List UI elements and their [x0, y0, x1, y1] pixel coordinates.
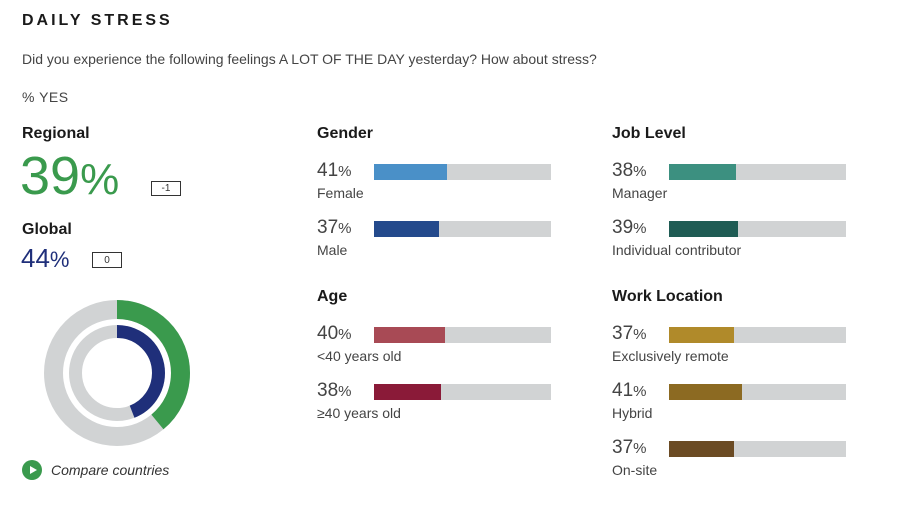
bar-category-label: Male [317, 242, 348, 258]
donut-chart [44, 300, 190, 446]
regional-ring-arc [44, 300, 190, 446]
bar-track [669, 441, 846, 457]
bar-row-job-1: 39% Individual contributor [612, 217, 852, 258]
group-title-gender: Gender [317, 125, 374, 142]
bar-value-number: 38 [612, 160, 634, 181]
bar-value-number: 41 [612, 380, 634, 401]
bar-category-label: On-site [612, 462, 658, 478]
bar-value-label: 37% [612, 323, 646, 346]
bar-value-pct-sign: % [338, 220, 352, 237]
bar-value-number: 39 [612, 217, 634, 238]
bar-row-gender-0: 41% Female [317, 160, 557, 201]
unit-label: % YES [22, 89, 69, 105]
bar-value-pct-sign: % [338, 326, 352, 343]
bar-track [669, 384, 846, 400]
bar-value-label: 37% [317, 217, 351, 240]
bar-fill [374, 327, 445, 343]
bar-fill [669, 384, 742, 400]
play-circle-icon [22, 460, 42, 480]
regional-change-badge: -1 [151, 181, 181, 196]
bar-value-label: 38% [317, 380, 351, 403]
bar-category-label: Female [317, 185, 364, 201]
global-ring-arc [69, 325, 165, 421]
bar-fill [374, 384, 442, 400]
bar-track [669, 327, 846, 343]
bar-category-label: Manager [612, 185, 668, 201]
compare-countries-label: Compare countries [51, 462, 170, 478]
group-title-age: Age [317, 288, 348, 305]
bar-fill [374, 164, 447, 180]
compare-countries-link[interactable]: Compare countries [22, 460, 169, 480]
bar-row-work-0: 37% Exclusively remote [612, 323, 852, 364]
regional-pct-sign: % [80, 155, 120, 204]
global-pct-sign: % [49, 247, 70, 272]
bar-value-number: 38 [317, 380, 339, 401]
bar-value-label: 38% [612, 160, 646, 183]
global-value: 44% [21, 241, 69, 277]
bar-value-pct-sign: % [633, 163, 647, 180]
bar-track [374, 384, 551, 400]
bar-row-work-2: 37% On-site [612, 437, 852, 478]
bar-track [669, 164, 846, 180]
ring-separator [64, 320, 170, 426]
bar-value-label: 39% [612, 217, 646, 240]
bar-category-label: ≥40 years old [317, 405, 401, 421]
group-title-work: Work Location [612, 288, 723, 305]
bar-fill [669, 164, 737, 180]
bar-row-age-1: 38% ≥40 years old [317, 380, 557, 421]
regional-number: 39 [20, 146, 81, 206]
bar-value-pct-sign: % [338, 383, 352, 400]
global-label: Global [22, 221, 72, 238]
bar-value-number: 37 [317, 217, 339, 238]
regional-label: Regional [22, 125, 90, 142]
bar-row-gender-1: 37% Male [317, 217, 557, 258]
group-title-job: Job Level [612, 125, 686, 142]
bar-value-pct-sign: % [633, 326, 647, 343]
bar-fill [669, 327, 735, 343]
bar-category-label: Individual contributor [612, 242, 742, 258]
bar-value-number: 37 [612, 437, 634, 458]
bar-value-number: 40 [317, 323, 339, 344]
bar-fill [374, 221, 440, 237]
bar-row-work-1: 41% Hybrid [612, 380, 852, 421]
global-number: 44 [21, 243, 50, 273]
bar-value-number: 37 [612, 323, 634, 344]
bar-category-label: Hybrid [612, 405, 653, 421]
survey-question: Did you experience the following feeling… [22, 51, 597, 67]
global-change-badge: 0 [92, 252, 122, 268]
bar-value-number: 41 [317, 160, 339, 181]
bar-value-label: 40% [317, 323, 351, 346]
chart-title: DAILY STRESS [22, 12, 173, 29]
bar-value-label: 37% [612, 437, 646, 460]
bar-value-pct-sign: % [338, 163, 352, 180]
bar-row-job-0: 38% Manager [612, 160, 852, 201]
regional-value: 39% [20, 146, 119, 210]
bar-fill [669, 221, 739, 237]
bar-track [374, 221, 551, 237]
bar-value-pct-sign: % [633, 440, 647, 457]
bar-value-label: 41% [317, 160, 351, 183]
bar-fill [669, 441, 735, 457]
bar-value-label: 41% [612, 380, 646, 403]
bar-value-pct-sign: % [633, 220, 647, 237]
bar-row-age-0: 40% <40 years old [317, 323, 557, 364]
bar-track [669, 221, 846, 237]
bar-track [374, 164, 551, 180]
bar-category-label: Exclusively remote [612, 348, 729, 364]
bar-category-label: <40 years old [317, 348, 402, 364]
bar-value-pct-sign: % [633, 383, 647, 400]
bar-track [374, 327, 551, 343]
